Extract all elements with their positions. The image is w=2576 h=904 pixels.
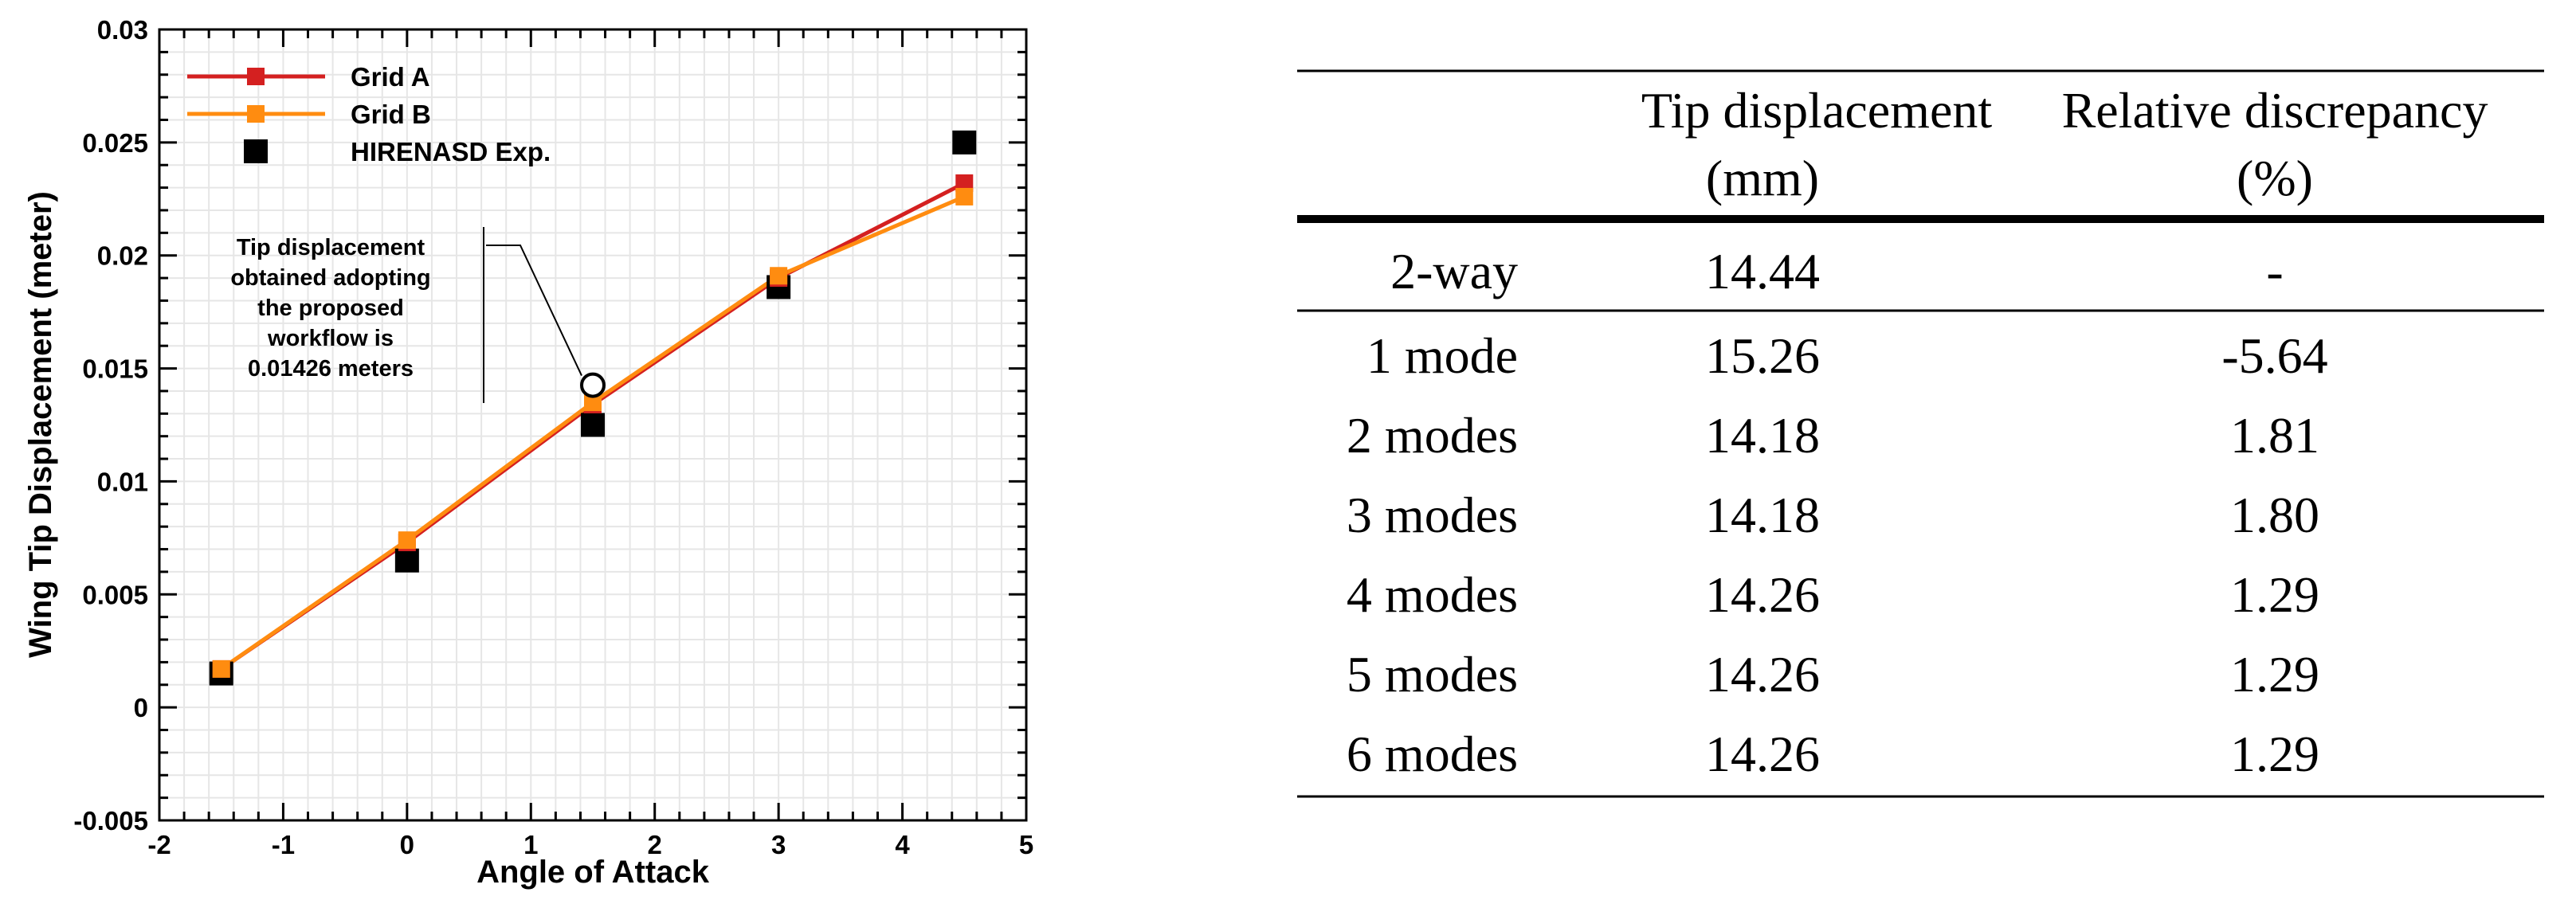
y-tick-label: 0 bbox=[134, 693, 148, 722]
legend-marker bbox=[247, 68, 265, 85]
table-cell-relative-discrepancy: 1.81 bbox=[2230, 407, 2319, 464]
data-point-hirenasd-exp- bbox=[581, 413, 605, 437]
table-cell-tip-displacement: 14.26 bbox=[1705, 646, 1820, 702]
table-cell-config: 2-way bbox=[1390, 243, 1518, 299]
data-point-grid-a bbox=[955, 174, 974, 192]
table-cell-config: 1 mode bbox=[1366, 327, 1518, 384]
annotation-text: the proposed bbox=[257, 295, 404, 321]
y-tick-label: 0.02 bbox=[97, 241, 148, 271]
results-table: Tip displacement (mm) Relative discrepancy… bbox=[1297, 69, 2544, 798]
table-header-line1: Relative discrepancy bbox=[2062, 82, 2488, 139]
table-cell-tip-displacement: 14.26 bbox=[1705, 566, 1820, 623]
data-point-grid-b bbox=[212, 659, 230, 678]
table-cell-tip-displacement: 14.26 bbox=[1705, 726, 1820, 782]
annotation-text: obtained adopting bbox=[230, 265, 430, 291]
table-cell-tip-displacement: 15.26 bbox=[1705, 327, 1820, 384]
data-point-grid-b bbox=[584, 393, 602, 412]
y-tick-label: 0.025 bbox=[82, 128, 148, 158]
table-cell-relative-discrepancy: 1.29 bbox=[2230, 646, 2319, 702]
legend-marker bbox=[247, 105, 265, 123]
annotation-text: 0.01426 meters bbox=[248, 356, 414, 382]
x-tick-labels: -2 -1 0 1 2 3 4 5 bbox=[147, 830, 1033, 859]
table-cell-config: 3 modes bbox=[1347, 487, 1518, 543]
table-cell-relative-discrepancy: -5.64 bbox=[2221, 327, 2327, 384]
series-layer bbox=[209, 130, 977, 686]
table-cell-relative-discrepancy: 1.29 bbox=[2230, 726, 2319, 782]
data-point-grid-b bbox=[398, 531, 416, 550]
table-header-line2: (mm) bbox=[1706, 150, 1819, 206]
data-point-grid-b bbox=[955, 187, 974, 205]
x-tick-label: 5 bbox=[1019, 830, 1033, 859]
x-tick-label: 2 bbox=[648, 830, 662, 859]
y-tick-label: 0.01 bbox=[97, 467, 148, 496]
x-axis-label: Angle of Attack bbox=[476, 855, 710, 890]
table-cell-relative-discrepancy: 1.80 bbox=[2230, 487, 2319, 543]
x-tick-label: -1 bbox=[272, 830, 295, 859]
table-cell-tip-displacement: 14.18 bbox=[1705, 407, 1820, 464]
table-cell-config: 6 modes bbox=[1347, 726, 1518, 782]
table-cell-relative-discrepancy: - bbox=[2266, 243, 2283, 299]
legend: Grid A Grid B HIRENASD Exp. bbox=[187, 62, 551, 166]
legend-label: HIRENASD Exp. bbox=[351, 137, 551, 166]
data-point-hirenasd-exp- bbox=[952, 130, 977, 155]
y-tick-label: 0.03 bbox=[97, 15, 148, 45]
legend-marker bbox=[244, 139, 268, 163]
data-point-grid-b bbox=[770, 267, 788, 285]
table-cell-config: 4 modes bbox=[1347, 566, 1518, 623]
legend-label: Grid A bbox=[351, 62, 430, 92]
table-cell-config: 5 modes bbox=[1347, 646, 1518, 702]
table-cell-config: 2 modes bbox=[1347, 407, 1518, 464]
axis-ticks bbox=[158, 28, 1028, 822]
data-point-hirenasd-exp- bbox=[394, 548, 419, 573]
annotation-text: Tip displacement bbox=[237, 235, 425, 260]
y-tick-label: 0.005 bbox=[82, 580, 148, 609]
highlighted-point bbox=[580, 372, 606, 398]
annotation-leader bbox=[486, 245, 582, 376]
x-tick-label: -2 bbox=[147, 830, 171, 859]
table-cell-tip-displacement: 14.44 bbox=[1705, 243, 1820, 299]
annotation-text: workflow is bbox=[267, 326, 394, 351]
x-tick-label: 1 bbox=[523, 830, 538, 859]
chart-grid bbox=[159, 29, 1027, 821]
table-header-line1: Tip displacement bbox=[1641, 82, 1993, 139]
table-cell-tip-displacement: 14.18 bbox=[1705, 487, 1820, 543]
x-tick-label: 3 bbox=[771, 830, 786, 859]
legend-label: Grid B bbox=[351, 100, 431, 129]
y-tick-labels: -0.005 0 0.005 0.01 0.015 0.02 0.025 0.03 bbox=[73, 15, 148, 836]
annotation: Tip displacement obtained adopting the pro… bbox=[230, 227, 606, 403]
y-tick-label: -0.005 bbox=[73, 806, 148, 836]
plot-frame bbox=[158, 28, 1028, 822]
y-tick-label: 0.015 bbox=[82, 354, 148, 384]
y-axis-label: Wing Tip Displacement (meter) bbox=[23, 191, 58, 658]
x-tick-label: 0 bbox=[400, 830, 414, 859]
table-header-line2: (%) bbox=[2237, 150, 2313, 206]
x-tick-label: 4 bbox=[895, 830, 910, 859]
table-cell-relative-discrepancy: 1.29 bbox=[2230, 566, 2319, 623]
